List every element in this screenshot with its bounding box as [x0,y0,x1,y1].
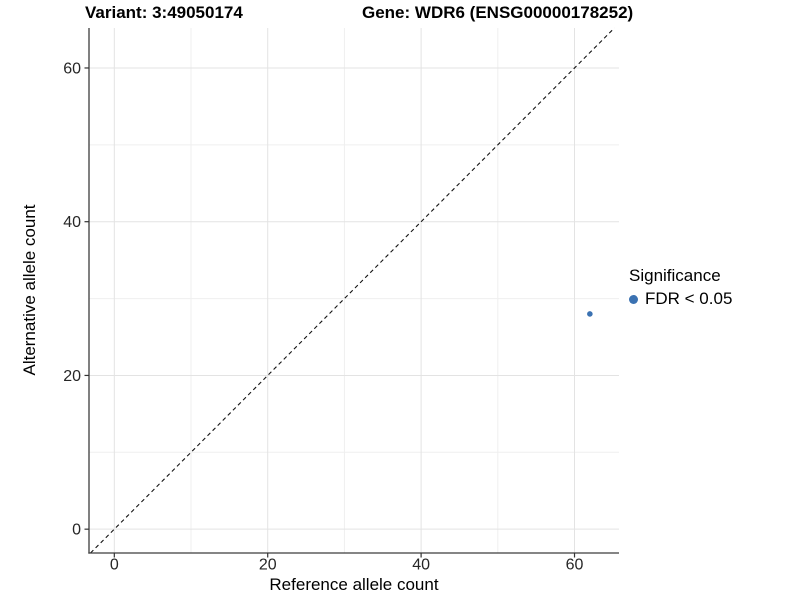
legend-item-label: FDR < 0.05 [645,289,733,308]
legend-item: FDR < 0.05 [629,289,732,309]
legend-title: Significance [629,266,721,285]
y-tick-label: 20 [63,368,81,385]
x-tick-label: 40 [412,557,430,574]
x-axis-title: Reference allele count [269,575,439,594]
identity-reference-line [90,27,615,554]
y-tick-label: 0 [72,522,81,539]
data-point [587,311,593,317]
x-tick-label: 20 [259,557,277,574]
y-axis-title: Alternative allele count [20,204,39,376]
legend: Significance FDR < 0.05 [629,266,732,309]
y-tick-label: 40 [63,214,81,231]
y-tick-label: 60 [63,60,81,77]
x-tick-label: 60 [566,557,584,574]
title-gene: Gene: WDR6 (ENSG00000178252) [362,3,634,22]
x-tick-label: 0 [110,557,119,574]
title-variant: Variant: 3:49050174 [85,3,243,22]
legend-point-icon [629,294,638,304]
